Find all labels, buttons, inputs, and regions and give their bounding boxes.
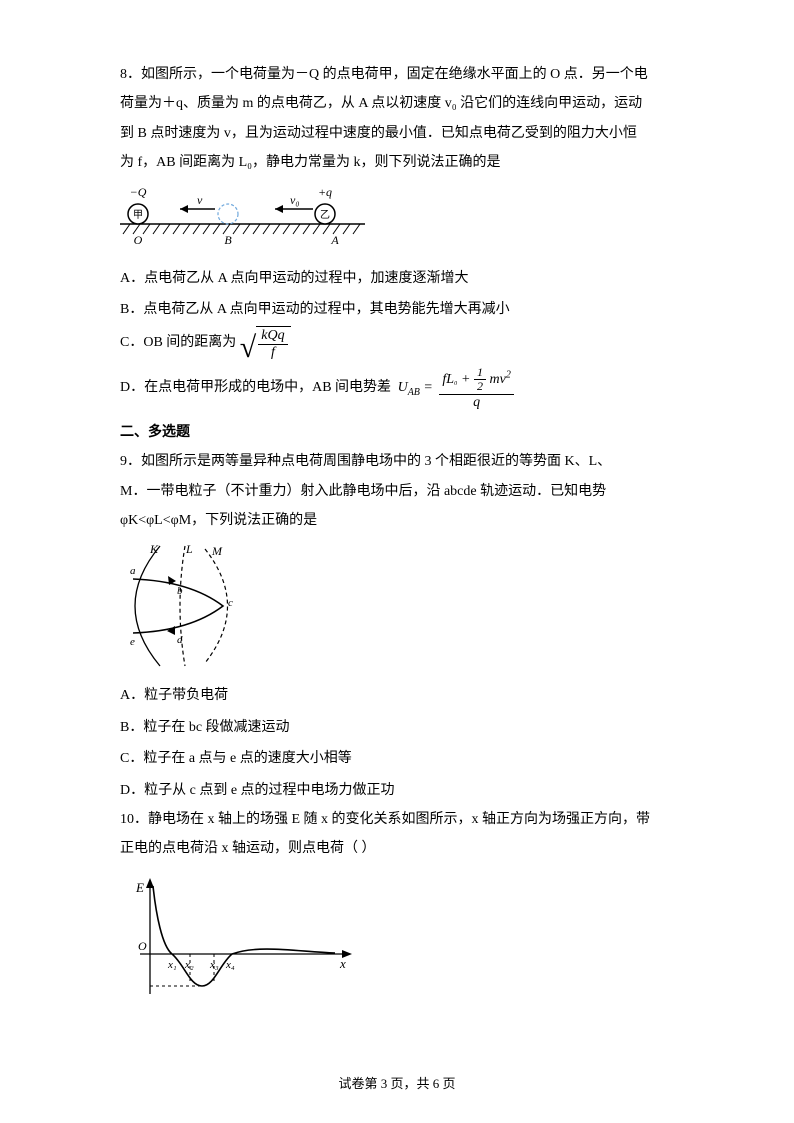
svg-text:x₃: x₃ xyxy=(209,959,219,971)
q8-option-d: D．在点电荷甲形成的电场中，AB 间电势差 UAB = fL₀ + 12 mv2… xyxy=(120,366,684,410)
q8-stem-line-4: 为 f，AB 间距离为 L₀，静电力常量为 k，则下列说法正确的是 xyxy=(120,148,684,177)
svg-text:v₀: v₀ xyxy=(290,193,300,207)
svg-text:+q: +q xyxy=(318,185,332,199)
svg-text:K: K xyxy=(149,542,159,556)
q8-option-c: C．OB 间的距离为 √ kQqf xyxy=(120,326,684,360)
svg-text:x₄: x₄ xyxy=(225,959,235,971)
q8-stem-line-3: 到 B 点时速度为 v，且为运动过程中速度的最小值．已知点电荷乙受到的阻力大小恒 xyxy=(120,119,684,148)
q9-option-b: B．粒子在 bc 段做减速运动 xyxy=(120,713,684,742)
svg-text:b: b xyxy=(177,585,183,597)
q9-diagram: K L M a b c d e xyxy=(120,541,684,671)
q10-stem-line-1: 10．静电场在 x 轴上的场强 E 随 x 的变化关系如图所示，x 轴正方向为场… xyxy=(120,805,684,834)
q9-stem-line-2: M．一带电粒子（不计重力）射入此静电场中后，沿 abcde 轨迹运动．已知电势 xyxy=(120,477,684,506)
sqrt-formula: √ kQqf xyxy=(240,326,291,360)
svg-text:B: B xyxy=(224,233,232,246)
q8-option-a: A．点电荷乙从 A 点向甲运动的过程中，加速度逐渐增大 xyxy=(120,264,684,293)
q8-option-b: B．点电荷乙从 A 点向甲运动的过程中，其电势能先增大再减小 xyxy=(120,295,684,324)
svg-text:O: O xyxy=(134,233,143,246)
svg-text:x: x xyxy=(339,956,346,971)
q9-option-c: C．粒子在 a 点与 e 点的速度大小相等 xyxy=(120,744,684,773)
fraction-uab: fL₀ + 12 mv2 q xyxy=(439,366,513,410)
svg-text:E: E xyxy=(135,880,144,895)
q8-stem-line-2: 荷量为＋q、质量为 m 的点电荷乙，从 A 点以初速度 v₀ 沿它们的连线向甲运… xyxy=(120,89,684,118)
q10-diagram: E O x x₁ x₂ x₃ x₄ xyxy=(120,874,684,1004)
svg-text:x₁: x₁ xyxy=(167,959,177,971)
svg-text:a: a xyxy=(130,565,136,577)
q8-diagram: 甲 −Q O B 乙 +q A v v₀ xyxy=(120,184,684,246)
page-footer: 试卷第 3 页，共 6 页 xyxy=(0,1070,794,1097)
q10-stem-line-2: 正电的点电荷沿 x 轴运动，则点电荷（ ） xyxy=(120,834,684,863)
svg-text:v: v xyxy=(197,193,203,207)
q9-stem-line-1: 9．如图所示是两等量异种点电荷周围静电场中的 3 个相距很近的等势面 K、L、 xyxy=(120,447,684,476)
svg-text:x₂: x₂ xyxy=(184,959,194,971)
svg-text:−Q: −Q xyxy=(130,185,147,199)
q8-stem-line-1: 8．如图所示，一个电荷量为－Q 的点电荷甲，固定在绝缘水平面上的 O 点．另一个… xyxy=(120,60,684,89)
q8-option-c-prefix: C．OB 间的距离为 xyxy=(120,335,236,350)
svg-text:L: L xyxy=(185,542,193,556)
q9-option-d: D．粒子从 c 点到 e 点的过程中电场力做正功 xyxy=(120,776,684,805)
svg-text:M: M xyxy=(211,544,223,558)
section-2-title: 二、多选题 xyxy=(120,418,684,447)
svg-text:c: c xyxy=(228,597,233,609)
svg-text:d: d xyxy=(177,634,183,646)
q9-option-a: A．粒子带负电荷 xyxy=(120,681,684,710)
svg-text:e: e xyxy=(130,636,135,648)
svg-text:O: O xyxy=(138,939,147,953)
svg-text:甲: 甲 xyxy=(133,210,143,221)
svg-text:乙: 乙 xyxy=(320,209,330,221)
q8-option-d-prefix: D．在点电荷甲形成的电场中，AB 间电势差 xyxy=(120,380,391,395)
svg-text:A: A xyxy=(330,233,339,246)
q9-stem-line-3: φK<φL<φM，下列说法正确的是 xyxy=(120,506,684,535)
